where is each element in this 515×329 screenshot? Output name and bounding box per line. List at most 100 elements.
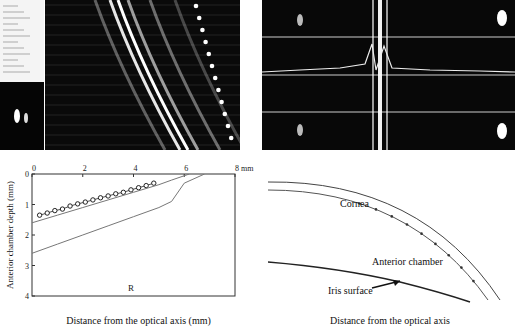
x-tick bbox=[235, 174, 236, 177]
arrow-head bbox=[393, 280, 400, 286]
info-line bbox=[3, 6, 18, 7]
edge-dot bbox=[472, 280, 475, 283]
info-line bbox=[3, 66, 24, 67]
x-tick-label: 6 bbox=[184, 164, 188, 173]
scan-dot bbox=[223, 112, 228, 117]
y-tick-label: 3 bbox=[25, 262, 29, 271]
scan-dot bbox=[194, 4, 199, 9]
intensity-profile bbox=[262, 44, 515, 72]
plot-frame bbox=[32, 174, 235, 296]
edge-dot bbox=[375, 208, 378, 211]
scan-dot bbox=[210, 64, 215, 69]
data-point bbox=[91, 198, 95, 202]
edge-dot bbox=[447, 254, 450, 257]
info-line bbox=[3, 36, 30, 37]
x-tick bbox=[133, 174, 134, 177]
annotation: R bbox=[128, 283, 134, 293]
scan-band bbox=[118, 0, 188, 150]
data-point bbox=[45, 211, 49, 215]
scan-line bbox=[45, 115, 240, 116]
iris-surface bbox=[268, 262, 470, 302]
data-point bbox=[68, 204, 72, 208]
scan-dot bbox=[213, 76, 218, 81]
edge-dot bbox=[390, 215, 393, 218]
arrow bbox=[372, 281, 400, 288]
info-line bbox=[3, 18, 30, 19]
y-tick bbox=[32, 296, 35, 297]
info-box bbox=[0, 0, 44, 82]
strip-divider bbox=[262, 75, 515, 76]
y-tick bbox=[32, 265, 35, 266]
edge-dot bbox=[434, 243, 437, 246]
x-tick-label: 8 mm bbox=[235, 164, 254, 173]
image-blob bbox=[497, 123, 507, 139]
data-point bbox=[37, 213, 41, 217]
data-point bbox=[136, 186, 140, 190]
scan-line bbox=[45, 15, 240, 16]
info-line bbox=[3, 12, 24, 13]
info-line bbox=[3, 60, 18, 61]
plot-area bbox=[32, 174, 205, 253]
scan-dot bbox=[203, 40, 208, 45]
cornea-outer bbox=[268, 182, 500, 300]
scan-dot bbox=[216, 88, 221, 93]
strip-divider bbox=[262, 37, 515, 38]
diagram-label: Cornea bbox=[340, 198, 369, 209]
strip-divider bbox=[262, 112, 515, 113]
info-line bbox=[3, 72, 30, 73]
scan-dot bbox=[219, 100, 224, 105]
info-line bbox=[3, 48, 24, 49]
thumbnail-blob bbox=[14, 109, 20, 123]
scan-line bbox=[45, 125, 240, 126]
scan-line bbox=[45, 45, 240, 46]
scan-dot bbox=[197, 16, 202, 21]
diagram-x-label: Distance from the optical axis bbox=[330, 315, 450, 326]
data-point bbox=[75, 202, 79, 206]
x-tick-label: 4 bbox=[134, 164, 138, 173]
thumbnail bbox=[0, 82, 44, 150]
data-point bbox=[129, 188, 133, 192]
y-tick bbox=[32, 204, 35, 205]
x-tick bbox=[82, 174, 83, 177]
y-tick-label: 2 bbox=[25, 231, 29, 240]
data-point bbox=[114, 192, 118, 196]
x-tick-label: 2 bbox=[83, 164, 87, 173]
data-point bbox=[83, 200, 87, 204]
image-bar bbox=[386, 0, 388, 150]
image-blob bbox=[497, 10, 507, 26]
edge-dot bbox=[420, 232, 423, 235]
scan-line bbox=[45, 145, 240, 146]
y-tick-label: 0 bbox=[25, 170, 29, 179]
diagram-label: Iris surface bbox=[328, 285, 373, 296]
data-point bbox=[144, 183, 148, 187]
y-tick-label: 4 bbox=[25, 292, 29, 301]
scan-line bbox=[45, 5, 240, 6]
edge-dot bbox=[460, 266, 463, 269]
data-point bbox=[121, 190, 125, 194]
cornea-inner bbox=[268, 190, 488, 300]
info-line bbox=[3, 30, 24, 31]
scan-dot bbox=[207, 52, 212, 57]
data-point bbox=[152, 181, 156, 185]
image-panel bbox=[45, 0, 240, 150]
data-point bbox=[53, 208, 57, 212]
connector bbox=[40, 183, 154, 215]
image-bar bbox=[378, 0, 382, 150]
image-blob bbox=[297, 14, 303, 26]
edge-dot bbox=[406, 223, 409, 226]
y-tick bbox=[32, 174, 35, 175]
diagram-label: Anterior chamber bbox=[372, 256, 443, 267]
image-panel bbox=[262, 0, 515, 150]
curve bbox=[32, 174, 189, 223]
data-point bbox=[106, 194, 110, 198]
curve bbox=[32, 174, 205, 253]
x-axis-label: Distance from the optical axis (mm) bbox=[66, 315, 211, 327]
scan-dot bbox=[229, 136, 234, 141]
data-point bbox=[98, 196, 102, 200]
scan-band bbox=[95, 0, 165, 150]
scan-band bbox=[110, 0, 180, 150]
scan-band bbox=[128, 0, 198, 150]
scan-line bbox=[45, 25, 240, 26]
thumbnail-blob bbox=[24, 113, 28, 123]
scan-band bbox=[175, 0, 245, 150]
